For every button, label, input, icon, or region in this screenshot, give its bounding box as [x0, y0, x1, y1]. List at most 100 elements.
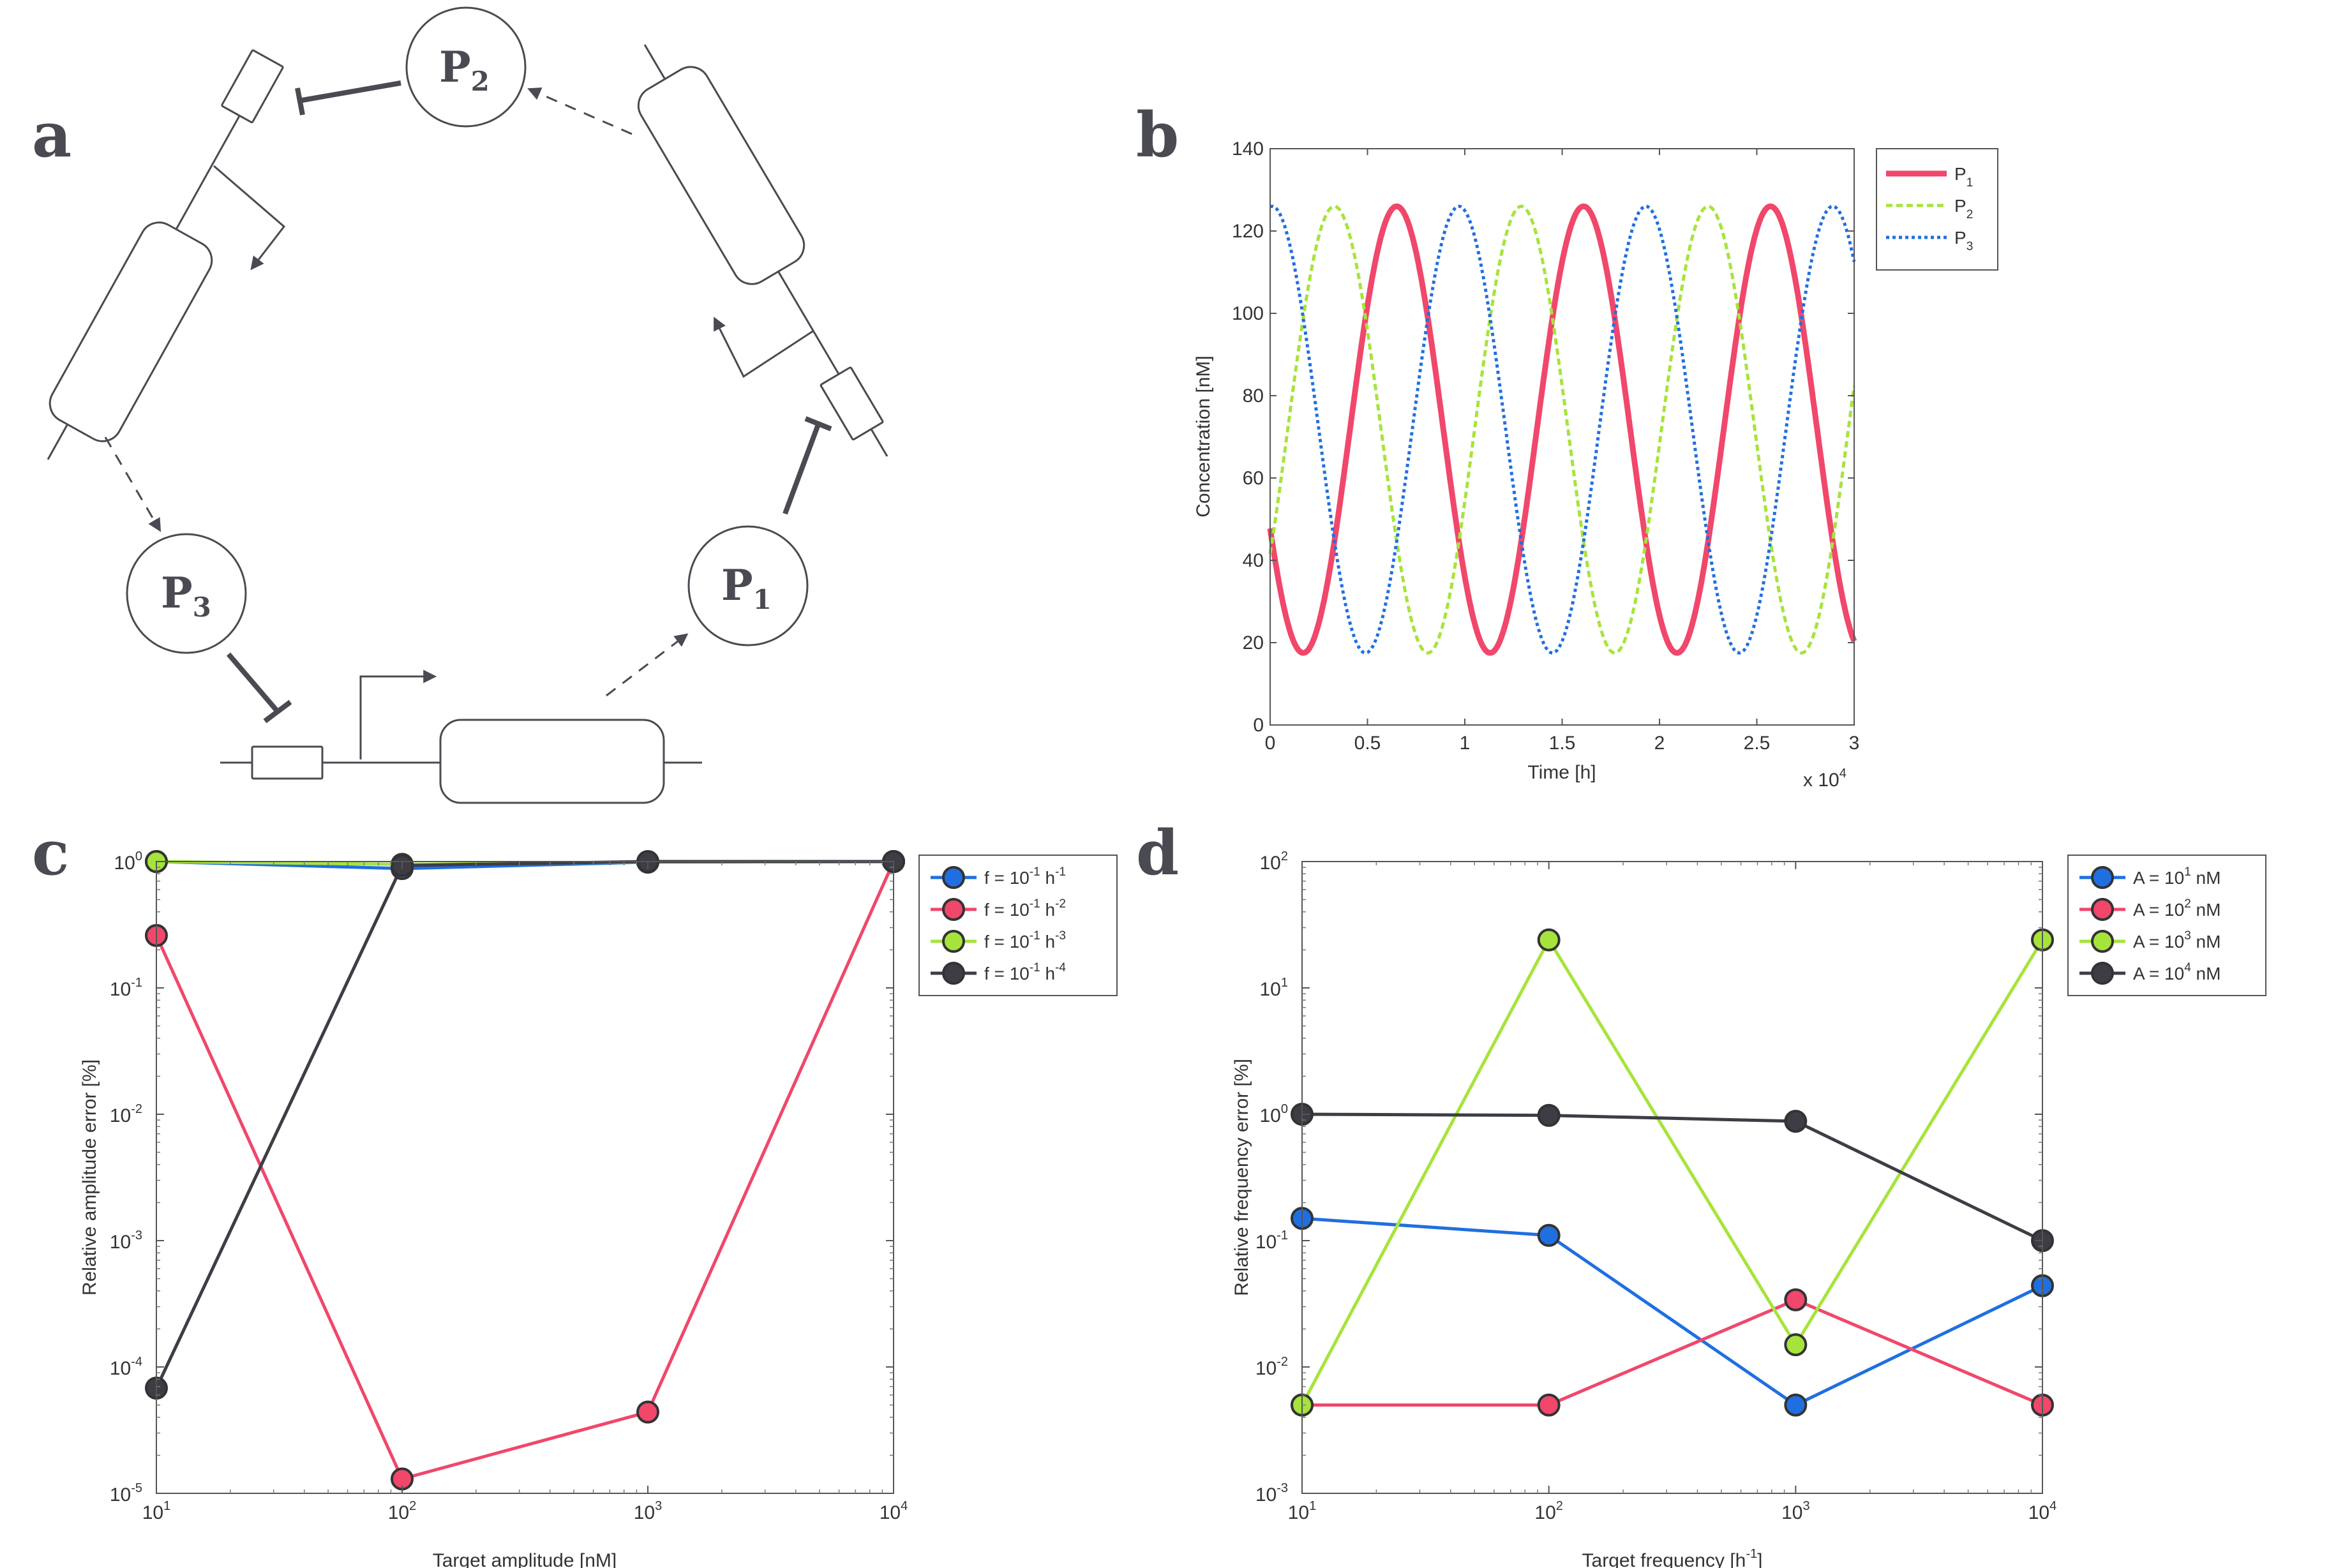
series-line-2: [154, 860, 895, 1481]
chart-frequency-error: 101 102 103 104 10-3 10-2 10-1 100 101 102 Target…: [1231, 849, 2266, 1568]
chart-d-ticks: 101 102 103 104 10-3 10-2 10-1 100 101 102: [1255, 849, 2056, 1523]
gene-left-promoter: [221, 49, 284, 124]
y-tick-label: 100: [114, 849, 143, 874]
gene-right-promoter: [820, 366, 884, 441]
x-tick-label: 104: [2028, 1499, 2057, 1523]
legend-label-p2: P2: [1954, 196, 1973, 221]
y-tick-label: 0: [1253, 715, 1264, 736]
data-point-series-3: [1784, 1333, 1808, 1357]
legend-marker-1: [942, 866, 965, 889]
panel-letter-d: d: [1136, 817, 1179, 889]
repression-p3-line: [226, 652, 280, 713]
chart-b-legend-box: [1876, 148, 1998, 271]
chart-d-frame: [1301, 861, 2043, 1494]
chart-d-plot-area: [1291, 928, 2054, 1417]
repressilator-diagram: P2 P3 P1: [47, 6, 888, 804]
node-p2-label: P2: [439, 42, 490, 97]
legend-label-1: f = 10-1 h-1: [984, 865, 1066, 888]
series-line-p1: [1267, 203, 1857, 656]
y-tick-label: 10-1: [110, 976, 142, 1000]
legend-label-4: A = 104 nM: [2133, 961, 2221, 983]
chart-c-plot-area: [145, 850, 905, 1491]
gene-right-transcription-arrow: [714, 317, 814, 378]
chart-d-xlabel: Target frequency [h-1]: [1582, 1547, 1763, 1568]
y-tick-label: 10-3: [1255, 1481, 1288, 1505]
chart-b-ticks: 0 0.5 1 1.5 2 2.5 3 0 20 40 60 80 100 120 140: [1232, 138, 1859, 754]
panel-letter-c: c: [32, 817, 69, 889]
gene-right-coding-box: [637, 66, 805, 285]
chart-c-ylabel: Relative amplitude error [%]: [79, 1059, 100, 1295]
node-p3-label: P3: [161, 568, 211, 623]
data-point-series-1: [1784, 1393, 1808, 1417]
legend-label-3: A = 103 nM: [2133, 929, 2221, 952]
legend-marker-4: [2091, 962, 2114, 985]
x-tick-label: 1.5: [1549, 733, 1576, 754]
x-tick-label: 103: [1781, 1499, 1810, 1523]
production-arrow-to-p1: [606, 633, 689, 697]
chart-c-xlabel: Target amplitude [nM]: [433, 1550, 617, 1568]
node-p3-circle: [126, 533, 247, 654]
legend-label-3: f = 10-1 h-3: [984, 929, 1066, 952]
gene-bottom-coding-box: [439, 719, 665, 804]
x-tick-label: 101: [1288, 1499, 1317, 1523]
data-point-series-4: [1537, 1103, 1561, 1127]
repression-p3-bar: [263, 699, 292, 724]
series-line-4: [154, 860, 894, 1389]
chart-d-legend: A = 101 nM A = 102 nM A = 103 nM A = 104 nM: [2067, 855, 2266, 996]
x-tick-label: 103: [634, 1499, 663, 1523]
panel-letter-a: a: [32, 99, 71, 171]
legend-label-1: A = 101 nM: [2133, 865, 2221, 888]
x-tick-label: 102: [1534, 1499, 1563, 1523]
chart-b-ylabel: Concentration [nM]: [1193, 355, 1214, 517]
y-tick-label: 10-4: [110, 1355, 142, 1379]
chart-d-ylabel: Relative frequency error [%]: [1231, 1059, 1252, 1296]
y-tick-label: 10-5: [110, 1481, 142, 1505]
data-point-series-2: [1784, 1288, 1808, 1311]
gene-left-transcription-arrow: [213, 165, 286, 271]
y-tick-label: 20: [1243, 632, 1264, 653]
chart-amplitude-error: 101 102 103 104 10-5 10-4 10-3 10-2 10-1 100 Targ…: [79, 849, 1118, 1568]
legend-marker-3: [2091, 930, 2114, 953]
x-tick-label: 104: [880, 1499, 908, 1523]
series-line-4: [1301, 1112, 2044, 1243]
data-point-series-3: [1537, 928, 1561, 952]
y-tick-label: 101: [1260, 976, 1289, 1000]
x-tick-label: 2: [1654, 733, 1665, 754]
legend-marker-1: [2091, 866, 2114, 889]
data-point-series-1: [1537, 1223, 1561, 1247]
y-tick-label: 40: [1243, 550, 1264, 571]
legend-marker-4: [942, 962, 965, 985]
series-line-p3: [1270, 204, 1856, 655]
x-tick-label: 102: [388, 1499, 417, 1523]
y-tick-label: 10-2: [110, 1102, 142, 1126]
series-line-1: [1301, 1216, 2044, 1407]
y-tick-label: 100: [1232, 303, 1264, 324]
chart-b-x-multiplier: x 104: [1803, 766, 1846, 791]
chart-c-legend: f = 10-1 h-1 f = 10-1 h-2 f = 10-1 h-3 f = …: [918, 855, 1118, 996]
x-tick-label: 3: [1849, 733, 1860, 754]
panel-letter-b: b: [1136, 99, 1179, 171]
legend-label-2: f = 10-1 h-2: [984, 897, 1066, 920]
repression-p1-line: [783, 423, 821, 515]
chart-c-ticks: 101 102 103 104 10-5 10-4 10-3 10-2 10-1 100: [110, 849, 908, 1523]
x-tick-label: 2.5: [1744, 733, 1771, 754]
node-p1-label: P1: [721, 560, 772, 615]
repression-p1-bar: [804, 416, 832, 431]
legend-label-4: f = 10-1 h-4: [984, 961, 1066, 983]
series-line-3: [1300, 936, 2044, 1406]
chart-b-legend: P1 P2 P3: [1876, 148, 1998, 271]
y-tick-label: 120: [1232, 221, 1264, 242]
repression-p2-line: [298, 80, 401, 103]
legend-label-p3: P3: [1954, 228, 1973, 253]
gene-left-coding-box: [49, 221, 213, 442]
y-tick-label: 100: [1260, 1102, 1289, 1126]
x-tick-label: 1: [1460, 733, 1471, 754]
node-p2-circle: [405, 6, 527, 128]
y-tick-label: 102: [1260, 849, 1289, 874]
chart-b-plot-area: [1267, 203, 1857, 656]
node-p1-circle: [687, 525, 809, 646]
y-tick-label: 140: [1232, 138, 1264, 160]
production-arrow-to-p2: [527, 87, 633, 135]
legend-label-p1: P1: [1954, 164, 1973, 190]
